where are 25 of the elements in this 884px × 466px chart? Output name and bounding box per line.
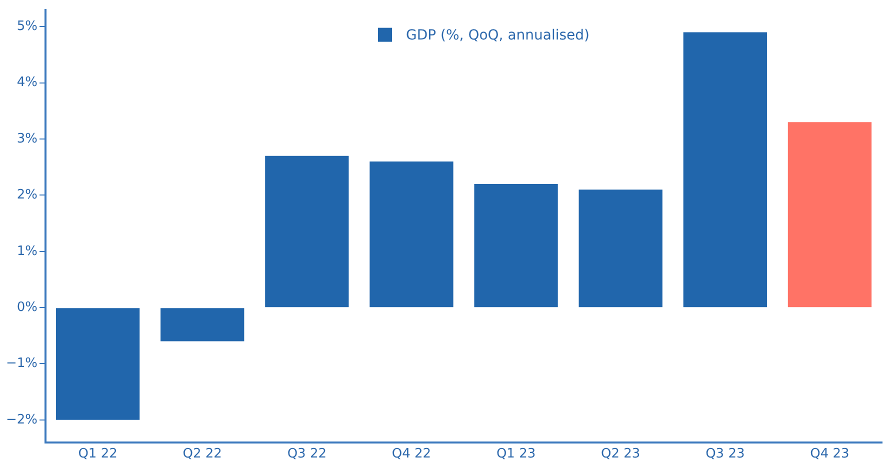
bar (265, 156, 349, 308)
y-tick-label: −2% (6, 412, 38, 428)
x-tick-label: Q2 22 (182, 446, 222, 462)
y-tick-label: 5% (16, 19, 38, 34)
x-tick-label: Q1 22 (78, 446, 118, 462)
bar (683, 32, 767, 308)
y-tick-label: 4% (16, 75, 38, 90)
y-tick-label: 0% (16, 300, 38, 315)
y-tick-label: 1% (16, 244, 38, 259)
x-tick-label: Q3 22 (287, 446, 327, 462)
bar (160, 308, 244, 342)
x-tick-label: Q2 23 (601, 446, 640, 462)
bar (788, 122, 872, 308)
bar (578, 190, 662, 308)
y-tick-label: 2% (16, 188, 38, 203)
bar (370, 161, 454, 308)
x-tick-label: Q3 23 (706, 446, 745, 462)
bar (474, 184, 558, 308)
y-tick-label: 3% (16, 131, 38, 146)
x-tick-label: Q4 23 (810, 446, 850, 462)
legend-label: GDP (%, QoQ, annualised) (406, 27, 590, 44)
x-tick-label: Q1 23 (496, 446, 536, 462)
bar (56, 308, 140, 420)
x-tick-label: Q4 22 (392, 446, 432, 462)
y-tick-label: −1% (6, 356, 38, 372)
